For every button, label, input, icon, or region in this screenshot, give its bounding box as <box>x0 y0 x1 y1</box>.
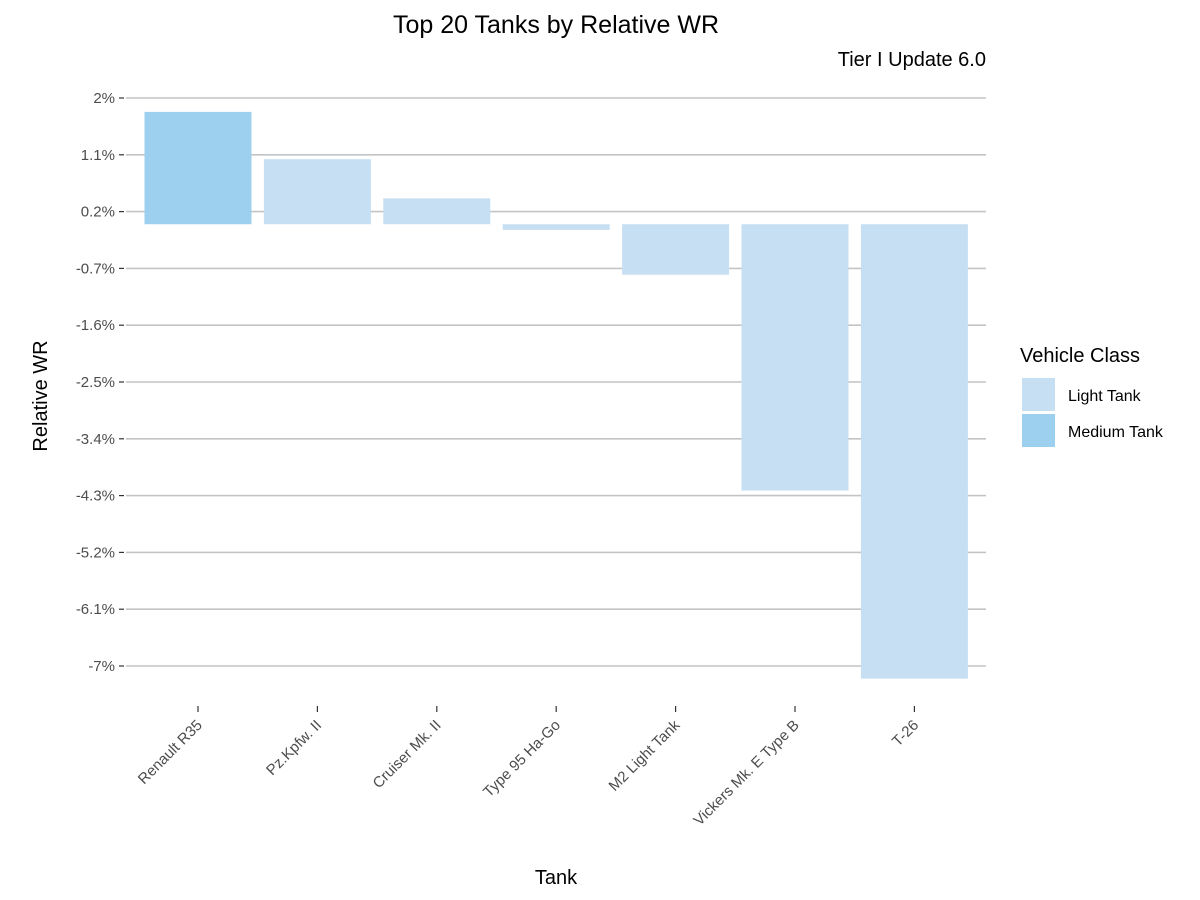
y-tick-label: -2.5% <box>76 374 115 391</box>
bar <box>741 224 849 491</box>
legend-swatch <box>1022 414 1055 447</box>
bar <box>383 198 491 225</box>
x-tick-label: Pz.Kpfw. II <box>263 717 325 779</box>
legend: Vehicle Class Light Tank Medium Tank <box>1020 345 1164 447</box>
bars <box>144 111 968 679</box>
x-tick-label: Vickers Mk. E Type B <box>690 717 802 829</box>
y-tick-label: -3.4% <box>76 431 115 448</box>
y-tick-label: 2% <box>93 90 115 107</box>
y-tick-label: -5.2% <box>76 544 115 561</box>
bar <box>144 111 252 225</box>
y-tick-label: -7% <box>88 658 115 675</box>
y-tick-label: -1.6% <box>76 317 115 334</box>
y-tick-label: -6.1% <box>76 601 115 618</box>
x-axis-ticks: Renault R35 Pz.Kpfw. II Cruiser Mk. II Type… <box>135 706 922 829</box>
y-axis-ticks: 2% 1.1% 0.2% -0.7% -1.6% -2.5% -3.4% -4.3% -5.2%… <box>76 90 124 675</box>
legend-label: Medium Tank <box>1068 424 1164 441</box>
x-tick-label: Renault R35 <box>135 717 206 788</box>
x-tick-label: M2 Light Tank <box>606 716 684 794</box>
y-tick-label: -0.7% <box>76 260 115 277</box>
chart-title: Top 20 Tanks by Relative WR <box>393 11 719 39</box>
x-tick-label: Type 95 Ha-Go <box>480 717 564 801</box>
x-tick-label: Cruiser Mk. II <box>370 717 445 792</box>
y-tick-label: -4.3% <box>76 488 115 505</box>
legend-label: Light Tank <box>1068 388 1142 405</box>
grid-lines <box>126 97 986 667</box>
chart-subtitle: Tier I Update 6.0 <box>838 49 986 71</box>
legend-title: Vehicle Class <box>1020 345 1140 367</box>
y-tick-label: 1.1% <box>81 147 115 164</box>
bar <box>502 224 610 230</box>
x-tick-label: T-26 <box>889 717 922 750</box>
bar <box>622 224 730 275</box>
bar <box>860 224 968 679</box>
legend-swatch <box>1022 378 1055 411</box>
x-axis-title: Tank <box>535 867 578 889</box>
y-tick-label: 0.2% <box>81 204 115 221</box>
bar <box>263 159 371 225</box>
y-axis-title: Relative WR <box>30 340 52 451</box>
